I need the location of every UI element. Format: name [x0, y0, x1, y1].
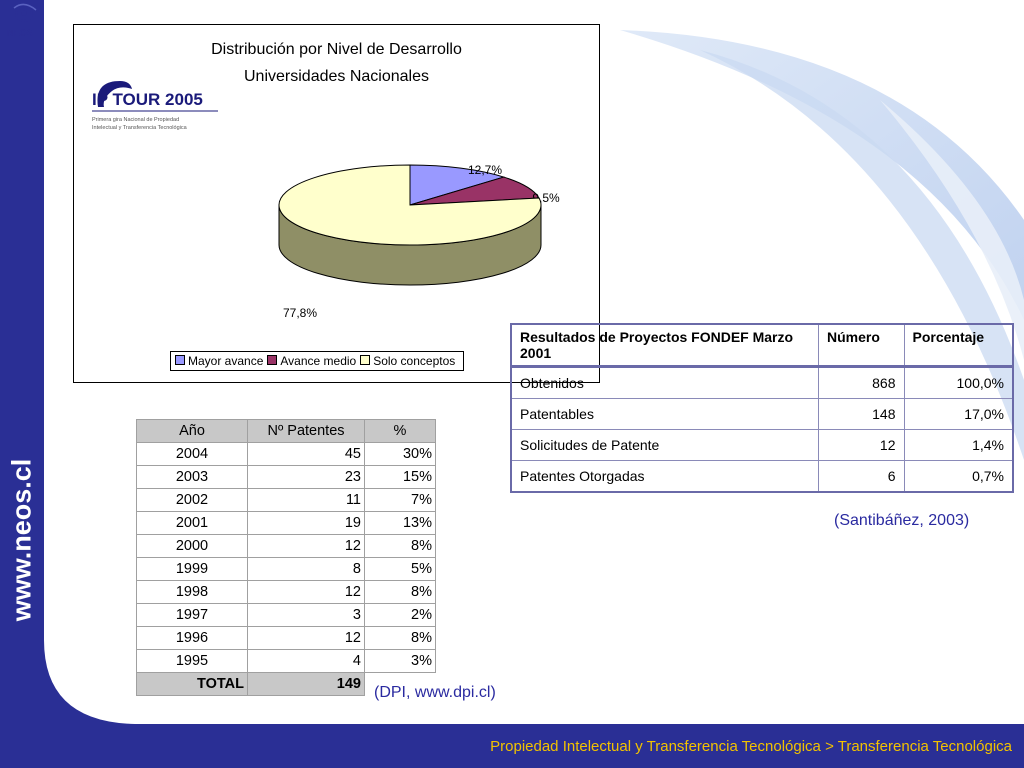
- legend-swatch: [267, 355, 278, 365]
- neos-logo: NEOS: [7, 3, 37, 38]
- patents-header-year: Año: [136, 419, 248, 443]
- patents-cell-percent: 7%: [364, 488, 436, 512]
- pie-data-label: 12,7%: [468, 163, 502, 177]
- patents-cell-count: 12: [247, 626, 365, 650]
- legend-item: Mayor avance: [175, 354, 263, 368]
- fondef-row: Solicitudes de Patente 12 1,4%: [510, 429, 1014, 461]
- patents-total-row: TOTAL 149: [136, 672, 436, 696]
- patents-cell-percent: 2%: [364, 603, 436, 627]
- fondef-cell-number: 148: [818, 398, 905, 430]
- patents-total-label: TOTAL: [136, 672, 248, 696]
- patents-cell-year: 1999: [136, 557, 248, 581]
- patents-table: Año Nº Patentes % 2004 45 30% 2003 23 15% 2002…: [136, 419, 436, 696]
- patents-cell-count: 12: [247, 580, 365, 604]
- fondef-header-percentage: Porcentaje: [903, 323, 1014, 367]
- fondef-cell-label: Patentables: [510, 398, 819, 430]
- patents-cell-year: 2004: [136, 442, 248, 466]
- patents-row: 2002 11 7%: [136, 488, 436, 512]
- footer-breadcrumb: Propiedad Intelectual y Transferencia Te…: [490, 738, 1012, 755]
- fondef-row: Obtenidos 868 100,0%: [510, 366, 1014, 399]
- fondef-cell-label: Obtenidos: [510, 366, 819, 399]
- patents-cell-percent: 5%: [364, 557, 436, 581]
- patents-header-count: Nº Patentes: [247, 419, 365, 443]
- website-url: www.neos.cl: [6, 458, 37, 622]
- legend-label: Avance medio: [280, 354, 357, 368]
- patents-cell-count: 12: [247, 534, 365, 558]
- iptour-logo: IP TOUR 2005 Primera gira Nacional de Pr…: [92, 81, 218, 131]
- decorative-swoosh-2: [700, 50, 1024, 460]
- patents-cell-percent: 3%: [364, 649, 436, 673]
- patents-cell-percent: 8%: [364, 626, 436, 650]
- pie-slice: [278, 164, 542, 246]
- patents-cell-year: 1996: [136, 626, 248, 650]
- fondef-cell-percentage: 1,4%: [903, 429, 1014, 461]
- patents-header-row: Año Nº Patentes %: [136, 419, 436, 443]
- patents-cell-year: 1995: [136, 649, 248, 673]
- patents-row: 1997 3 2%: [136, 603, 436, 627]
- fondef-row: Patentes Otorgadas 6 0,7%: [510, 460, 1014, 493]
- fondef-cell-number: 12: [818, 429, 905, 461]
- patents-row: 1996 12 8%: [136, 626, 436, 650]
- patents-header-percent: %: [364, 419, 436, 443]
- patents-row: 1995 4 3%: [136, 649, 436, 673]
- patents-cell-year: 2000: [136, 534, 248, 558]
- legend-swatch: [360, 355, 371, 365]
- pie-data-label: 77,8%: [283, 306, 317, 320]
- patents-cell-count: 45: [247, 442, 365, 466]
- svg-text:Primera gira Nacional de Propi: Primera gira Nacional de Propiedad Intel…: [92, 117, 188, 131]
- patents-cell-year: 1998: [136, 580, 248, 604]
- patents-cell-percent: 8%: [364, 534, 436, 558]
- legend-label: Mayor avance: [188, 354, 264, 368]
- fondef-cell-number: 6: [818, 460, 905, 493]
- patents-cell-year: 1997: [136, 603, 248, 627]
- chart-title-line-1: Distribución por Nivel de Desarrollo: [211, 41, 462, 58]
- fondef-cell-percentage: 100,0%: [903, 366, 1014, 399]
- patents-cell-percent: 15%: [364, 465, 436, 489]
- patents-cell-year: 2002: [136, 488, 248, 512]
- neos-logo-text: NEOS: [7, 28, 33, 38]
- patents-cell-count: 4: [247, 649, 365, 673]
- fondef-cell-percentage: 0,7%: [903, 460, 1014, 493]
- legend-item: Avance medio: [267, 354, 356, 368]
- fondef-header-number: Número: [818, 323, 905, 367]
- fondef-header-row: Resultados de Proyectos FONDEF Marzo 200…: [510, 323, 1014, 367]
- fondef-header-results: Resultados de Proyectos FONDEF Marzo 200…: [510, 323, 819, 367]
- fondef-row: Patentables 148 17,0%: [510, 398, 1014, 430]
- iptour-logo-text: IP TOUR 2005: [92, 90, 203, 109]
- pie-chart: 12,7%9,5%77,8%: [278, 163, 560, 320]
- patents-row: 2003 23 15%: [136, 465, 436, 489]
- patents-cell-count: 23: [247, 465, 365, 489]
- fondef-source: (Santibáñez, 2003): [834, 512, 970, 529]
- patents-row: 1999 8 5%: [136, 557, 436, 581]
- chart-title-line-2: Universidades Nacionales: [244, 68, 429, 85]
- legend-label: Solo conceptos: [373, 354, 456, 368]
- patents-cell-count: 8: [247, 557, 365, 581]
- fondef-cell-label: Patentes Otorgadas: [510, 460, 819, 493]
- patents-total-empty: [364, 672, 436, 696]
- patents-cell-year: 2003: [136, 465, 248, 489]
- legend-item: Solo conceptos: [360, 354, 455, 368]
- fondef-cell-label: Solicitudes de Patente: [510, 429, 819, 461]
- decorative-swoosh-3: [880, 100, 1024, 360]
- patents-total-value: 149: [247, 672, 365, 696]
- fondef-results-table: Resultados de Proyectos FONDEF Marzo 200…: [510, 323, 1014, 493]
- chart-legend: Mayor avance Avance medio Solo conceptos: [170, 351, 465, 371]
- patents-row: 2004 45 30%: [136, 442, 436, 466]
- patents-row: 1998 12 8%: [136, 580, 436, 604]
- patents-cell-count: 3: [247, 603, 365, 627]
- fondef-cell-percentage: 17,0%: [903, 398, 1014, 430]
- patents-cell-year: 2001: [136, 511, 248, 535]
- fondef-cell-number: 868: [818, 366, 905, 399]
- patents-row: 2001 19 13%: [136, 511, 436, 535]
- patents-cell-count: 19: [247, 511, 365, 535]
- patents-cell-percent: 30%: [364, 442, 436, 466]
- patents-cell-percent: 8%: [364, 580, 436, 604]
- legend-swatch: [175, 355, 185, 365]
- patents-cell-percent: 13%: [364, 511, 436, 535]
- patents-source: (DPI, www.dpi.cl): [374, 684, 496, 701]
- patents-cell-count: 11: [247, 488, 365, 512]
- pie-slice: [409, 164, 506, 206]
- patents-row: 2000 12 8%: [136, 534, 436, 558]
